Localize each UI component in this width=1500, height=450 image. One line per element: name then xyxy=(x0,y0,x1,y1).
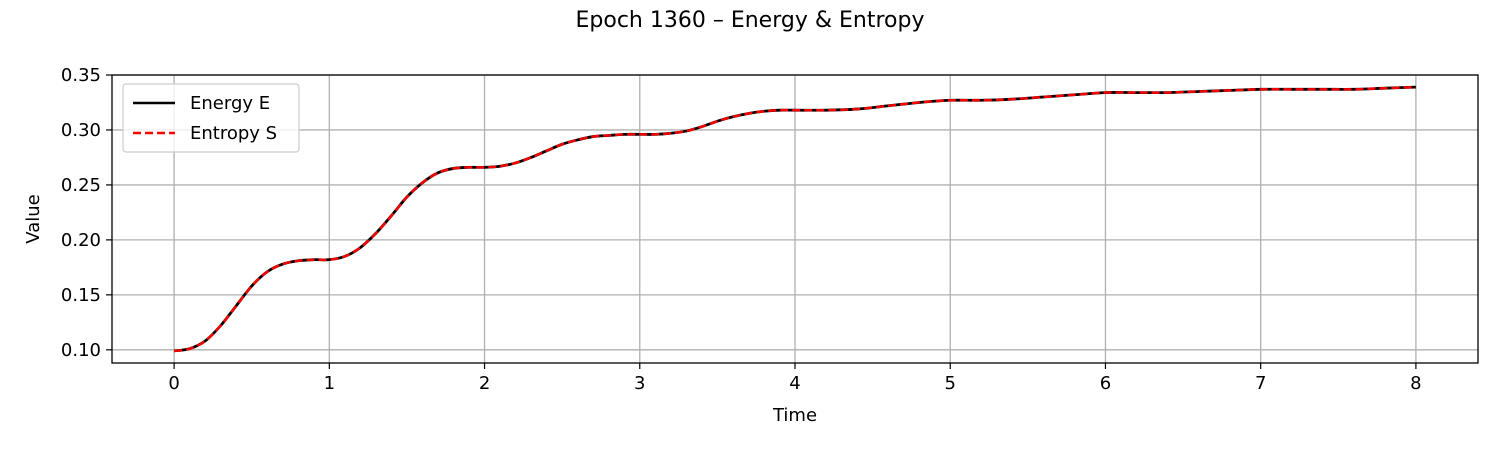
legend-label: Entropy S xyxy=(190,123,277,144)
x-tick-label: 0 xyxy=(168,373,179,394)
chart-title: Epoch 1360 – Energy & Entropy xyxy=(576,8,925,33)
series-line-entropy-s xyxy=(173,85,1416,353)
x-axis-title: Time xyxy=(772,405,817,426)
y-axis-title: Value xyxy=(23,194,44,243)
x-tick-label: 6 xyxy=(1100,373,1111,394)
y-tick-label: 0.20 xyxy=(61,230,101,251)
tick-layer: 0 1 2 3 4 5 6 7 8 0.10 0.15 0.20 0.25 0.30 0.35 xyxy=(61,65,1422,394)
x-tick-label: 2 xyxy=(479,373,490,394)
y-tick-label: 0.10 xyxy=(61,340,101,361)
series-layer xyxy=(173,85,1416,353)
x-tick-label: 1 xyxy=(324,373,335,394)
legend-label: Energy E xyxy=(190,93,270,114)
x-tick-label: 7 xyxy=(1255,373,1266,394)
y-tick-label: 0.35 xyxy=(61,65,101,86)
y-tick-label: 0.30 xyxy=(61,120,101,141)
legend-box xyxy=(122,83,300,153)
x-tick-label: 4 xyxy=(789,373,800,394)
x-tick-label: 3 xyxy=(634,373,645,394)
legend: Energy E Entropy S xyxy=(122,83,300,153)
x-tick-label: 8 xyxy=(1410,373,1421,394)
x-tick-label: 5 xyxy=(945,373,956,394)
y-tick-label: 0.15 xyxy=(61,285,101,306)
y-tick-label: 0.25 xyxy=(61,175,101,196)
grid-layer xyxy=(112,74,1478,363)
